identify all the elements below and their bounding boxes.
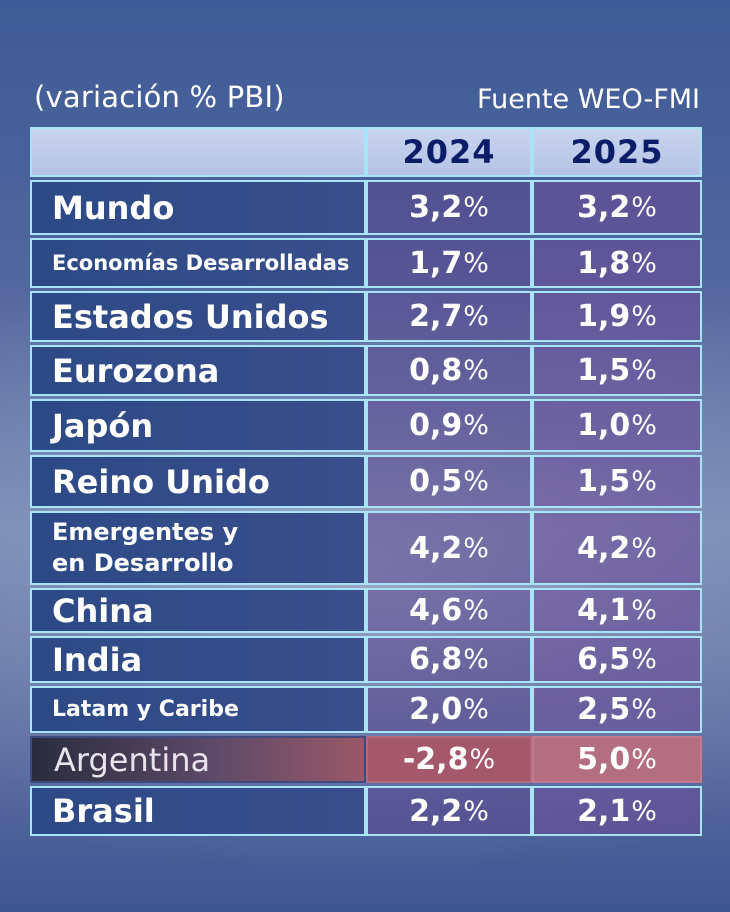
row-label: Economías Desarrolladas (30, 238, 366, 288)
table-row: Japón 0,9% 1,0% (30, 399, 702, 452)
table-row: China 4,6% 4,1% (30, 588, 702, 633)
row-label: Brasil (30, 786, 366, 836)
table-caption: (variación % PBI) (34, 80, 285, 114)
table-row: Reino Unido 0,5% 1,5% (30, 455, 702, 508)
value-2024: 6,8% (366, 636, 532, 683)
header-empty-cell (30, 127, 366, 177)
row-label: Reino Unido (30, 455, 366, 508)
table-header-row: 2024 2025 (30, 127, 702, 177)
header-year-2025: 2025 (532, 127, 702, 177)
row-label: Japón (30, 399, 366, 452)
value-2025: 4,1% (532, 588, 702, 633)
value-2024: 2,0% (366, 686, 532, 733)
table-row: Brasil 2,2% 2,1% (30, 786, 702, 836)
value-2025: 5,0% (532, 736, 702, 783)
value-2024: 1,7% (366, 238, 532, 288)
row-label: Estados Unidos (30, 291, 366, 342)
value-2024: -2,8% (366, 736, 532, 783)
row-label: Emergentes y en Desarrollo (30, 511, 366, 585)
source-label: Fuente WEO-FMI (477, 84, 700, 115)
value-2024: 0,5% (366, 455, 532, 508)
value-2025: 2,1% (532, 786, 702, 836)
value-2025: 2,5% (532, 686, 702, 733)
table-row: Emergentes y en Desarrollo 4,2% 4,2% (30, 511, 702, 585)
value-2025: 3,2% (532, 180, 702, 235)
value-2025: 1,8% (532, 238, 702, 288)
value-2024: 0,8% (366, 345, 532, 396)
value-2025: 4,2% (532, 511, 702, 585)
row-label: India (30, 636, 366, 683)
table-row: Eurozona 0,8% 1,5% (30, 345, 702, 396)
row-label: Eurozona (30, 345, 366, 396)
row-label: Mundo (30, 180, 366, 235)
value-2024: 2,7% (366, 291, 532, 342)
value-2024: 0,9% (366, 399, 532, 452)
table-row: Estados Unidos 2,7% 1,9% (30, 291, 702, 342)
value-2025: 6,5% (532, 636, 702, 683)
value-2025: 1,9% (532, 291, 702, 342)
table-row: Latam y Caribe 2,0% 2,5% (30, 686, 702, 733)
row-label: Argentina (30, 736, 366, 783)
value-2025: 1,5% (532, 455, 702, 508)
table-row: India 6,8% 6,5% (30, 636, 702, 683)
value-2024: 4,6% (366, 588, 532, 633)
value-2025: 1,0% (532, 399, 702, 452)
value-2024: 2,2% (366, 786, 532, 836)
table-row: Economías Desarrolladas 1,7% 1,8% (30, 238, 702, 288)
table-row-highlighted: Argentina -2,8% 5,0% (30, 736, 702, 783)
row-label: China (30, 588, 366, 633)
table-row: Mundo 3,2% 3,2% (30, 180, 702, 235)
value-2024: 3,2% (366, 180, 532, 235)
gdp-table: 2024 2025 Mundo 3,2% 3,2% Economías Desa… (30, 127, 702, 839)
row-label: Latam y Caribe (30, 686, 366, 733)
value-2025: 1,5% (532, 345, 702, 396)
header-year-2024: 2024 (366, 127, 532, 177)
value-2024: 4,2% (366, 511, 532, 585)
